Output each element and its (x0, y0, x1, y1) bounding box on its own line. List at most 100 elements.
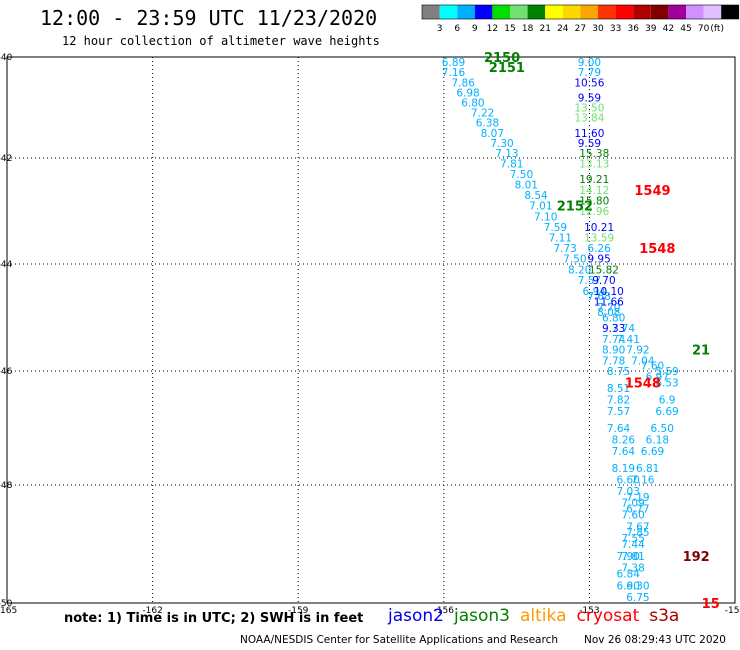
wave-height-point: 7.59 (544, 222, 567, 234)
legend-swatch (615, 5, 634, 19)
grid (7, 57, 735, 603)
wave-height-point: 8.20 (568, 264, 591, 276)
chart-title: 12:00 - 23:59 UTC 11/23/2020 (40, 6, 378, 30)
legend-swatch (474, 5, 493, 19)
wave-height-point: 6.81 (636, 463, 659, 475)
wave-height-point: 7.13 (495, 148, 518, 160)
wave-height-point: 7.57 (607, 406, 630, 418)
wave-height-point: 7.64 (612, 446, 636, 458)
wave-height-point: 7.57 (578, 275, 601, 287)
wave-height-point: 8.01 (515, 180, 538, 192)
wave-height-point: 10.21 (584, 222, 614, 234)
legend-swatch (721, 5, 739, 19)
wave-height-point: 7.11 (549, 233, 572, 245)
x-tick-label: -153 (579, 606, 599, 616)
credit-line: NOAA/NESDIS Center for Satellite Applica… (240, 634, 740, 646)
wave-height-point: 7.19 (626, 492, 649, 504)
legend-label: 45 (680, 24, 691, 34)
wave-height-point: 7.16 (631, 474, 655, 486)
pass-time-label: 2150 (484, 51, 520, 66)
legend-label: 36 (627, 24, 639, 34)
wave-height-point: 5.59 (655, 366, 678, 378)
mission-cryosat: cryosat (576, 606, 640, 626)
pass-time-label: 2152 (557, 200, 593, 215)
legend-swatch (668, 5, 686, 19)
wave-height-point: 14.12 (579, 185, 609, 197)
wave-height-point: 6.98 (456, 87, 479, 99)
pass-time-label: 1548 (625, 376, 661, 391)
legend-swatch (439, 5, 458, 19)
track-b: 9.007.7910.569.5913.5013.8411.609.5915.3… (574, 57, 649, 592)
legend-swatch (633, 5, 651, 19)
wave-height-point: 19.21 (579, 174, 609, 186)
wave-height-point: 8.19 (612, 463, 635, 475)
wave-height-point: 7.44 (621, 539, 645, 551)
legend-label: 39 (645, 24, 657, 34)
wave-height-point: 6.94 (583, 286, 607, 298)
y-tick-label: -46 (0, 367, 13, 377)
y-tick-label: -48 (0, 481, 13, 491)
legend-label: 42 (663, 24, 674, 34)
credit-org: NOAA/NESDIS Center for Satellite Applica… (240, 634, 558, 646)
pass-time-label: 15 (702, 597, 720, 612)
wave-height-point: 7.86 (452, 77, 476, 89)
legend-label: 21 (539, 24, 550, 34)
mission-altika: altika (520, 606, 567, 626)
wave-height-point: 10.56 (574, 77, 604, 89)
wave-height-point: 13.13 (579, 158, 609, 170)
wave-height-point: 6.75 (626, 592, 649, 604)
wave-height-point: 6.84 (617, 569, 641, 581)
wave-height-point: 13.50 (574, 103, 604, 115)
wave-height-point: 7.03 (617, 486, 640, 498)
mission-legend: jason2 jason3 altika cryosat s3a (388, 606, 689, 626)
wave-height-point: 7.78 (602, 355, 625, 367)
legend-swatch (492, 5, 510, 19)
wave-height-point: 7.74 (602, 334, 626, 346)
wave-height-point: 7.85 (626, 527, 649, 539)
wave-height-point: 6.53 (655, 377, 678, 389)
wave-height-point: 6.97 (646, 372, 669, 384)
wave-height-point: 15.38 (579, 148, 609, 160)
wave-height-point: 8.75 (607, 366, 630, 378)
wave-height-point: 15.80 (579, 195, 609, 207)
wave-height-point: 7.81 (621, 551, 644, 563)
wave-height-point: 6.89 (442, 57, 465, 69)
legend-label: 3 (437, 24, 443, 34)
pass-time-label: 2151 (489, 61, 525, 76)
wave-height-point: 9.59 (578, 138, 601, 150)
track-a: 6.897.167.866.986.807.226.388.077.307.13… (442, 57, 669, 384)
legend-swatch (457, 5, 475, 19)
wave-height-point: 6.18 (646, 434, 669, 446)
wave-height-point: 9.33 (602, 323, 625, 335)
legend-label: 15 (504, 24, 515, 34)
pass-time-label: 192 (683, 550, 710, 565)
legend-label: 27 (575, 24, 586, 34)
axes: -165 -162 -159 -156 -153 -150 -40 -42 -44 -46 -48 -… (0, 53, 740, 616)
wave-height-point: 7.10 (534, 211, 557, 223)
mission-s3a: s3a (649, 606, 680, 626)
legend-swatch (545, 5, 563, 19)
legend-swatch (527, 5, 546, 19)
legend-label: 9 (472, 24, 478, 34)
wave-height-point: 8.51 (607, 383, 630, 395)
wave-height-point: 11.66 (594, 296, 624, 308)
x-tick-label: -159 (288, 606, 309, 616)
wave-height-point: 8.54 (524, 190, 548, 202)
color-legend: 3 6 9 12 15 18 21 24 27 30 33 36 39 42 45 70 (ft) (421, 4, 740, 34)
wave-height-point: 7.68 (587, 291, 610, 303)
wave-height-point: 13.59 (584, 233, 614, 245)
legend-swatch (580, 5, 598, 19)
data-points: 6.897.167.866.986.807.226.388.077.307.13… (442, 57, 679, 604)
legend-label: 24 (557, 24, 569, 34)
wave-height-point: 7.90 (617, 551, 640, 563)
wave-height-point: 7.74 (612, 323, 636, 335)
wave-height-point: 12.96 (579, 206, 609, 218)
legend-swatch (510, 5, 528, 19)
legend-label: 70 (698, 24, 710, 34)
legend-swatch (650, 5, 669, 19)
wave-height-point: 6.77 (626, 504, 649, 516)
chart-subtitle: 12 hour collection of altimeter wave hei… (62, 34, 380, 48)
wave-height-point: 13.84 (574, 113, 604, 125)
wave-height-point: 6.50 (651, 423, 674, 435)
